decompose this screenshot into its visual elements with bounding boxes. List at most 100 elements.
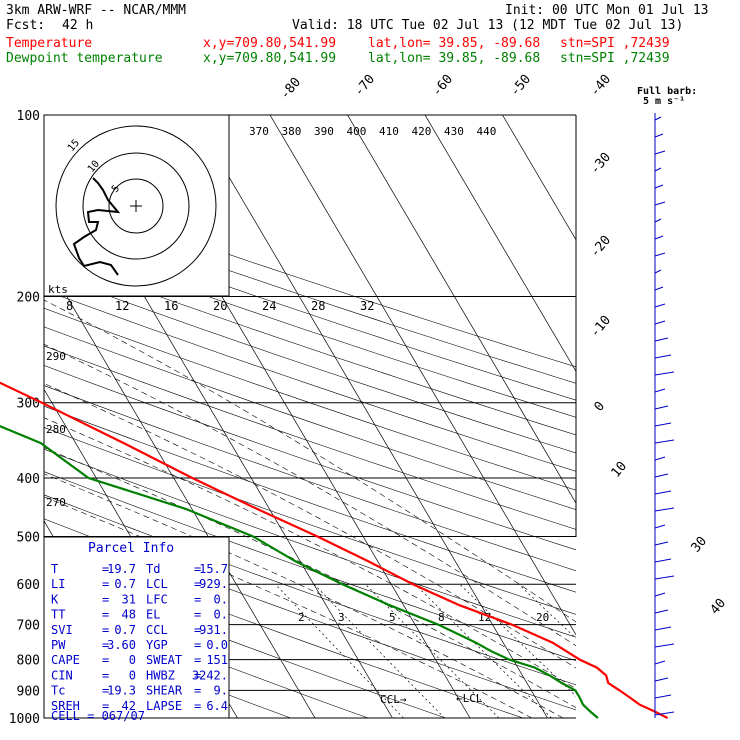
- pressure-label: 900: [17, 684, 40, 699]
- isotherm-label: -20: [588, 233, 615, 261]
- hodograph-speed-label: 28: [311, 299, 325, 313]
- dry-adiabat-line: [44, 307, 576, 491]
- wind-barb: [654, 320, 666, 325]
- lcl-annotation: ←LCL: [456, 692, 483, 705]
- theta-label: 380: [282, 125, 302, 138]
- parcel-value: 929.: [199, 577, 228, 591]
- parcel-label: SREH: [51, 699, 80, 713]
- theta-side-label: 270: [46, 496, 66, 509]
- parcel-value: 931.: [199, 623, 228, 637]
- isotherm-line: [502, 115, 576, 241]
- parcel-label: CIN: [51, 668, 73, 682]
- dewpoint-station: stn=SPI ,72439: [560, 51, 670, 66]
- parcel-label: Td: [146, 562, 160, 576]
- parcel-eq: =: [194, 684, 201, 698]
- model-title: 3km ARW-WRF -- NCAR/MMM: [6, 3, 187, 18]
- parcel-eq: =: [194, 608, 201, 622]
- isotherm-label: -40: [588, 72, 615, 100]
- barb-legend-unit: 5 m s⁻¹: [643, 96, 685, 107]
- mixing-ratio-label: 3: [338, 611, 345, 624]
- dry-adiabat-line: [44, 272, 576, 454]
- temperature-xy: x,y=709.80,541.99: [203, 36, 337, 51]
- parcel-label: EL: [146, 608, 160, 622]
- hodograph-speed-label: 8: [66, 299, 73, 313]
- parcel-info-title: Parcel Info: [88, 541, 174, 556]
- wind-barb: [654, 303, 666, 308]
- ccl-annotation: CCL→: [380, 693, 407, 706]
- pressure-label: 800: [17, 654, 40, 669]
- hodograph-ring-label-5: 5: [110, 183, 122, 195]
- wind-barb: [654, 286, 664, 291]
- pressure-label: 100: [17, 109, 40, 124]
- isotherm-line: [269, 115, 576, 636]
- wind-barb: [654, 150, 666, 155]
- mixing-ratio-line: [365, 583, 500, 718]
- parcel-eq: =: [194, 562, 201, 576]
- wind-barb: [654, 507, 675, 512]
- wind-barb: [654, 694, 672, 699]
- isotherm-label: -50: [508, 72, 535, 100]
- parcel-label: TT: [51, 608, 65, 622]
- theta-label: 370: [249, 125, 269, 138]
- parcel-label: SVI: [51, 623, 73, 637]
- temperature-station: stn=SPI ,72439: [560, 36, 670, 51]
- mixing-ratio-line: [518, 583, 576, 639]
- parcel-label: LAPSE: [146, 699, 182, 713]
- parcel-value: 3242.: [192, 668, 228, 682]
- parcel-value: 31: [122, 592, 136, 606]
- parcel-value: 3.60: [107, 638, 136, 652]
- wind-barb: [654, 218, 662, 223]
- hodograph-trace: [72, 177, 121, 276]
- dry-adiabat-line: [44, 289, 576, 472]
- wind-barb: [654, 388, 666, 393]
- parcel-eq: =: [102, 684, 109, 698]
- parcel-label: CCL: [146, 623, 168, 637]
- wind-barb: [654, 456, 666, 461]
- isotherm-label: -30: [588, 150, 615, 178]
- theta-side-label: 290: [46, 350, 66, 363]
- wind-barb: [654, 252, 666, 257]
- parcel-value: 6.4: [206, 699, 228, 713]
- parcel-label: LI: [51, 577, 65, 591]
- parcel-label: SHEAR: [146, 684, 183, 698]
- wind-barb: [654, 626, 672, 631]
- pressure-label: 300: [17, 397, 40, 412]
- wind-barb: [654, 643, 675, 648]
- theta-label: 410: [379, 125, 399, 138]
- isotherm-label: 10: [609, 459, 631, 481]
- isotherm-line: [424, 115, 576, 373]
- pressure-label: 600: [17, 578, 40, 593]
- parcel-eq: =: [102, 623, 109, 637]
- parcel-label: YGP: [146, 638, 168, 652]
- wind-barb: [654, 201, 666, 206]
- dry-adiabat-line: [44, 427, 576, 615]
- dry-adiabat-line: [44, 326, 576, 510]
- parcel-value: 15.7: [199, 562, 228, 576]
- parcel-eq: =: [194, 577, 201, 591]
- parcel-value: 0.7: [114, 577, 136, 591]
- wind-barb: [654, 558, 672, 563]
- isotherm-label: 30: [689, 534, 711, 556]
- isotherm-line: [347, 115, 576, 504]
- wind-barb: [654, 473, 669, 478]
- isotherm-label: -80: [278, 75, 305, 103]
- parcel-eq: =: [102, 668, 109, 682]
- dewpoint-latlon: lat,lon= 39.85, -89.68: [368, 51, 541, 66]
- parcel-eq: =: [194, 592, 201, 606]
- mixing-ratio-label: 20: [536, 611, 549, 624]
- dry-adiabat-line: [44, 189, 576, 368]
- temperature-profile: [0, 381, 669, 719]
- parcel-label: HWBZ: [146, 668, 175, 682]
- wind-barb: [654, 541, 669, 546]
- pressure-label: 700: [17, 619, 40, 634]
- wind-barb: [654, 269, 662, 274]
- theta-side-label: 280: [46, 423, 66, 436]
- moist-adiabat-line: [44, 417, 576, 690]
- wind-barb: [654, 371, 675, 376]
- parcel-value: 0.: [214, 608, 228, 622]
- isotherm-label: -10: [588, 313, 615, 341]
- dry-adiabat-line: [44, 254, 576, 436]
- parcel-cell: CELL = 067/07: [51, 709, 145, 723]
- wind-barb: [654, 337, 669, 342]
- hodograph-speed-label: 20: [213, 299, 227, 313]
